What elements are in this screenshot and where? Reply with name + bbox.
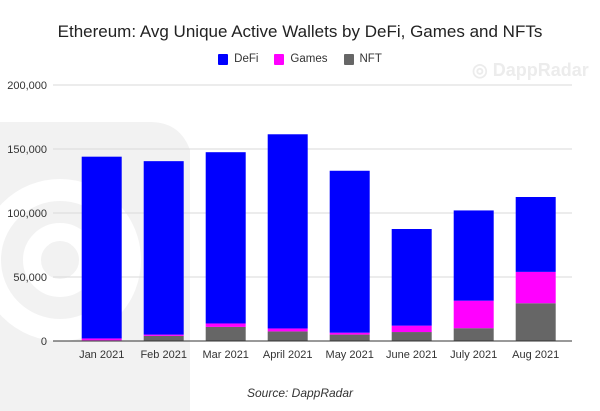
bar-games [515,271,556,304]
legend-label: DeFi [234,53,259,65]
x-tick-label: Aug 2021 [512,349,559,361]
bar-defi [267,134,308,329]
dappradar-watermark: ◎ DappRadar [472,60,589,80]
bar-nft [143,335,184,341]
bar-defi [81,156,122,339]
bar-games [143,334,184,336]
bar-games [267,328,308,332]
bar-defi [205,152,246,324]
bar-defi [515,197,556,272]
legend-item-nft: NFT [343,53,382,65]
x-tick-label: Feb 2021 [140,349,186,361]
legend-label: NFT [359,53,382,65]
legend: DeFi Games NFT [0,53,600,65]
bar-nft [329,334,370,341]
y-tick-label: 0 [41,336,47,348]
legend-label: Games [290,53,328,65]
bar-games [205,323,246,327]
bar-games [453,300,494,329]
bar-defi [329,170,370,333]
bar-nft [515,303,556,341]
legend-item-defi: DeFi [218,53,258,65]
legend-swatch [274,53,285,65]
bar-games [81,338,122,341]
bar-defi [391,229,432,326]
source-caption: Source: DappRadar [246,386,354,400]
bar-nft [391,332,432,341]
bar-nft [267,331,308,341]
x-tick-label: May 2021 [326,349,374,361]
y-tick-label: 150,000 [7,144,47,156]
chart-title: Ethereum: Avg Unique Active Wallets by D… [57,22,543,41]
bar-games [391,325,432,333]
legend-item-games: Games [274,53,328,65]
y-tick-label: 50,000 [13,272,47,284]
bar-defi [453,210,494,301]
x-tick-label: April 2021 [263,349,313,361]
legend-swatch [218,53,229,65]
y-tick-label: 100,000 [7,208,47,220]
legend-swatch [343,53,354,65]
x-tick-label: June 2021 [386,349,437,361]
bar-nft [453,328,494,341]
x-tick-label: Jan 2021 [79,349,124,361]
bar-nft [205,326,246,341]
x-tick-label: Mar 2021 [202,349,248,361]
y-tick-label: 200,000 [7,80,47,92]
bar-games [329,332,370,335]
x-tick-label: July 2021 [450,349,497,361]
bar-defi [143,161,184,335]
